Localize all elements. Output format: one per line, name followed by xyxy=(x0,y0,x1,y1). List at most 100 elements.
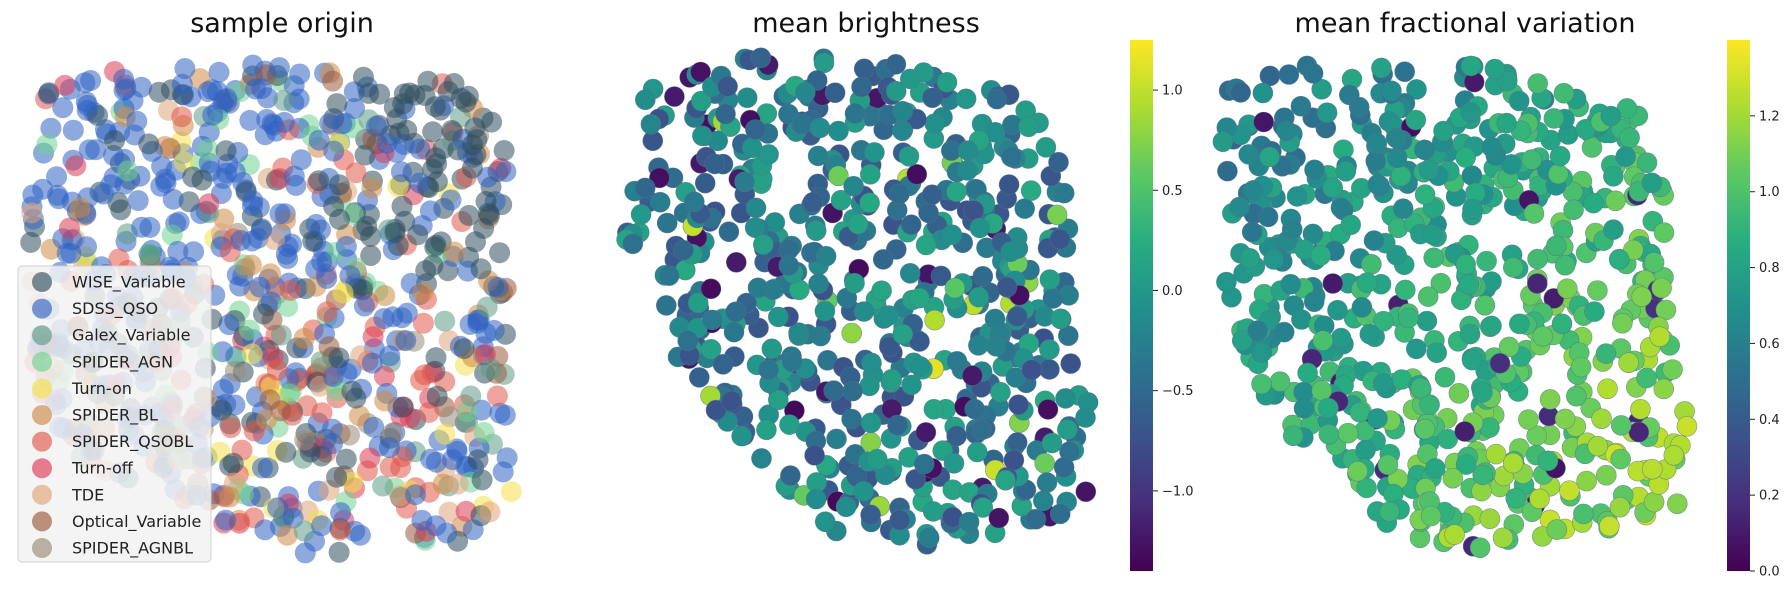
data-point-WISE_Variable xyxy=(356,215,378,237)
data-point-SPIDER_QSOBL xyxy=(311,402,333,424)
data-point-mean-brightness xyxy=(936,72,958,93)
data-point-Galex_Variable xyxy=(476,296,498,318)
data-point-mean-fractional-variation xyxy=(1381,80,1402,102)
data-point-mean-brightness xyxy=(807,145,829,167)
colorbar-tick-label: 1.0 xyxy=(1759,185,1780,200)
data-point-mean-brightness xyxy=(901,374,922,396)
data-point-Turn-on xyxy=(342,471,363,493)
data-point-SPIDER_BL xyxy=(432,473,454,495)
data-point-mean-fractional-variation xyxy=(1263,249,1284,270)
legend-label-SPIDER_QSOBL: SPIDER_QSOBL xyxy=(72,432,193,452)
data-point-mean-brightness xyxy=(704,153,726,175)
scatter-points-mean-fractional-variation xyxy=(1212,55,1698,559)
data-point-mean-fractional-variation xyxy=(1570,356,1592,378)
data-point-mean-fractional-variation xyxy=(1667,493,1688,515)
data-point-mean-fractional-variation xyxy=(1238,144,1259,165)
data-point-WISE_Variable xyxy=(391,195,413,217)
data-point-mean-brightness xyxy=(943,452,965,474)
data-point-SPIDER_QSOBL xyxy=(486,385,508,407)
data-point-SPIDER_QSOBL xyxy=(220,417,242,439)
data-point-mean-fractional-variation xyxy=(1460,55,1482,77)
data-point-mean-fractional-variation xyxy=(1469,537,1491,559)
data-point-SPIDER_AGN xyxy=(279,383,301,405)
data-point-mean-fractional-variation xyxy=(1527,248,1548,270)
data-point-SDSS_QSO xyxy=(80,70,102,91)
data-point-mean-brightness xyxy=(750,47,772,69)
data-point-mean-brightness xyxy=(791,113,813,135)
data-point-mean-fractional-variation xyxy=(1527,273,1548,294)
data-point-mean-fractional-variation xyxy=(1643,252,1665,273)
data-point-mean-brightness xyxy=(1046,204,1068,226)
data-point-mean-fractional-variation xyxy=(1229,196,1250,218)
data-point-mean-brightness xyxy=(1039,269,1061,290)
data-point-mean-fractional-variation xyxy=(1442,467,1464,489)
data-point-mean-fractional-variation xyxy=(1410,377,1431,399)
data-point-mean-fractional-variation xyxy=(1557,278,1578,300)
data-point-mean-brightness xyxy=(892,323,914,345)
data-point-mean-fractional-variation xyxy=(1322,273,1344,294)
data-point-mean-fractional-variation xyxy=(1508,90,1530,112)
data-point-SDSS_QSO xyxy=(308,129,330,151)
data-point-mean-fractional-variation xyxy=(1253,111,1274,133)
data-point-SDSS_QSO xyxy=(216,162,238,184)
data-point-mean-fractional-variation xyxy=(1386,147,1408,168)
data-point-mean-brightness xyxy=(957,160,978,181)
data-point-WISE_Variable xyxy=(328,541,350,563)
data-point-WISE_Variable xyxy=(211,399,233,421)
data-point-SDSS_QSO xyxy=(150,175,172,197)
data-point-mean-fractional-variation xyxy=(1649,326,1670,348)
data-point-mean-fractional-variation xyxy=(1359,323,1381,345)
data-point-SPIDER_BL xyxy=(374,285,396,307)
data-point-mean-brightness xyxy=(853,58,875,80)
data-point-mean-brightness xyxy=(634,89,656,110)
data-point-mean-brightness xyxy=(988,507,1010,529)
data-point-WISE_Variable xyxy=(360,245,382,266)
data-point-WISE_Variable xyxy=(222,452,244,474)
data-point-mean-fractional-variation xyxy=(1610,415,1632,436)
legend-marker-Galex_Variable xyxy=(32,325,52,346)
data-point-mean-fractional-variation xyxy=(1444,524,1465,545)
data-point-Turn-off xyxy=(362,326,384,348)
data-point-SDSS_QSO xyxy=(269,203,291,225)
data-point-mean-brightness xyxy=(828,120,849,142)
data-point-SDSS_QSO xyxy=(335,235,357,257)
data-point-mean-brightness xyxy=(968,286,990,308)
data-point-SDSS_QSO xyxy=(365,115,387,137)
data-point-SDSS_QSO xyxy=(323,140,345,162)
data-point-mean-fractional-variation xyxy=(1596,464,1617,486)
data-point-mean-brightness xyxy=(725,251,747,273)
data-point-mean-brightness xyxy=(1034,452,1055,474)
data-point-mean-fractional-variation xyxy=(1546,519,1568,540)
data-point-mean-brightness xyxy=(700,278,722,300)
data-point-mean-fractional-variation xyxy=(1573,503,1594,525)
data-point-mean-fractional-variation xyxy=(1489,352,1511,374)
data-point-mean-brightness xyxy=(913,453,935,475)
data-point-mean-fractional-variation xyxy=(1365,150,1386,172)
data-point-mean-brightness xyxy=(712,353,734,375)
data-point-mean-brightness xyxy=(889,509,911,531)
data-point-mean-brightness xyxy=(736,87,758,108)
data-point-mean-fractional-variation xyxy=(1459,323,1481,345)
data-point-mean-fractional-variation xyxy=(1476,250,1497,272)
data-point-mean-fractional-variation xyxy=(1252,82,1274,104)
data-point-mean-fractional-variation xyxy=(1492,527,1514,549)
data-point-SPIDER_AGN xyxy=(456,401,478,423)
data-point-Turn-off xyxy=(59,217,80,239)
data-point-SDSS_QSO xyxy=(162,188,184,210)
data-point-mean-brightness xyxy=(866,448,888,470)
data-point-SPIDER_QSOBL xyxy=(171,106,193,128)
data-point-mean-brightness xyxy=(747,277,769,299)
legend-marker-WISE_Variable xyxy=(32,272,52,292)
data-point-mean-fractional-variation xyxy=(1293,398,1315,419)
data-point-mean-brightness xyxy=(1037,399,1059,420)
data-point-mean-fractional-variation xyxy=(1481,136,1503,158)
data-point-mean-brightness xyxy=(814,300,836,322)
data-point-mean-brightness xyxy=(835,496,857,518)
data-point-mean-fractional-variation xyxy=(1539,389,1561,410)
data-point-Turn-on xyxy=(500,481,522,503)
data-point-mean-brightness xyxy=(906,164,928,185)
legend-label-Galex_Variable: Galex_Variable xyxy=(72,326,190,346)
data-point-mean-brightness xyxy=(809,117,831,139)
data-point-mean-fractional-variation xyxy=(1546,235,1567,256)
